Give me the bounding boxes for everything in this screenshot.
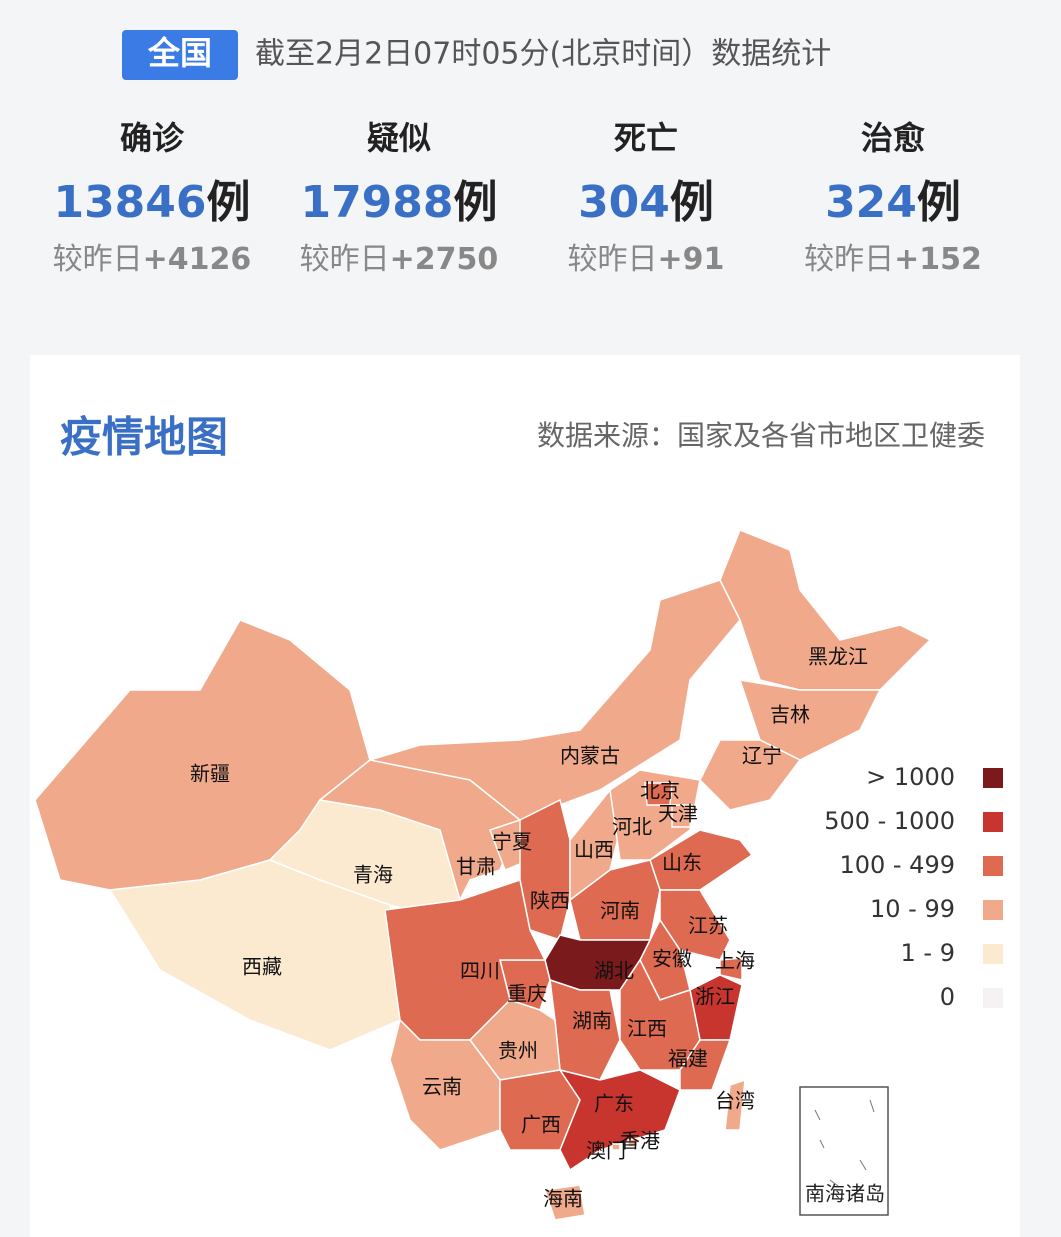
region-label: 上海	[715, 949, 755, 973]
legend-label: 10 - 99	[870, 895, 955, 923]
stat-value: 13846	[53, 177, 206, 228]
region-label: 辽宁	[742, 744, 782, 768]
region	[611, 1143, 621, 1151]
change-prefix: 较昨日	[300, 242, 390, 277]
inset-islands	[814, 1099, 875, 1187]
stat-value: 304	[578, 177, 670, 228]
stat-number: 324例	[825, 177, 961, 228]
change-value: +2750	[390, 242, 499, 277]
badge-text[interactable]: 全国	[147, 34, 212, 72]
region-label: 重庆	[507, 982, 547, 1006]
region-label: 吉林	[770, 703, 810, 727]
region-label: 澳门	[586, 1139, 626, 1163]
region-label: 山东	[662, 851, 702, 875]
map-source: 数据来源：国家及各省市地区卫健委	[537, 419, 985, 452]
region-label: 湖北	[594, 959, 634, 983]
stat-change: 较昨日+2750	[300, 242, 499, 277]
legend-label: 0	[940, 983, 955, 1011]
stat-value: 324	[825, 177, 917, 228]
legend-swatch	[983, 768, 1003, 788]
inset-frame	[799, 1086, 889, 1216]
region-label: 海南	[543, 1187, 583, 1211]
stat-change: 较昨日+91	[568, 242, 725, 277]
region-label: 河北	[612, 815, 652, 839]
change-value: +152	[894, 242, 982, 277]
region	[627, 1137, 639, 1148]
inset-label: 南海诸岛	[805, 1182, 885, 1206]
region-label: 西藏	[242, 955, 282, 979]
change-prefix: 较昨日	[53, 242, 143, 277]
region-label: 台湾	[715, 1089, 755, 1113]
region	[569, 788, 621, 902]
legend-label: 500 - 1000	[824, 807, 955, 835]
region-label: 河南	[600, 899, 640, 923]
stat-label: 疑似	[367, 119, 431, 157]
legend-label: 100 - 499	[839, 851, 955, 879]
stat-unit: 例	[670, 177, 714, 228]
region	[544, 1184, 586, 1221]
badge[interactable]	[122, 30, 238, 80]
stat-number: 304例	[578, 177, 714, 228]
region-label: 甘肃	[456, 855, 496, 879]
stat-label: 死亡	[614, 119, 678, 157]
map-title: 疫情地图	[60, 413, 228, 462]
region	[679, 1039, 732, 1091]
region-label: 江苏	[688, 914, 728, 938]
region-label: 湖南	[572, 1009, 612, 1033]
region-label: 云南	[422, 1075, 462, 1099]
region	[609, 769, 701, 861]
change-prefix: 较昨日	[804, 242, 894, 277]
region-label: 安徽	[652, 947, 692, 971]
change-value: +91	[658, 242, 725, 277]
region-label: 黑龙江	[808, 645, 868, 669]
stat-number: 17988例	[300, 177, 497, 228]
timestamp: 截至2月2日07时05分(北京时间）数据统计	[255, 37, 831, 72]
stat-label: 治愈	[861, 119, 925, 157]
legend-label: 1 - 9	[901, 939, 955, 967]
region-label: 福建	[668, 1047, 708, 1071]
region-label: 山西	[574, 838, 614, 862]
region	[719, 529, 932, 691]
region	[644, 782, 673, 806]
stat-unit: 例	[917, 177, 961, 228]
region-label: 青海	[353, 863, 393, 887]
change-value: +4126	[143, 242, 252, 277]
legend-swatch	[983, 900, 1003, 920]
region-label: 贵州	[498, 1039, 538, 1063]
region-label: 北京	[640, 779, 680, 803]
region	[671, 804, 693, 828]
region-label: 江西	[627, 1017, 667, 1041]
region-label: 香港	[620, 1129, 660, 1153]
region-label: 宁夏	[492, 830, 532, 854]
region-label: 广西	[521, 1113, 561, 1137]
stat-number: 13846例	[53, 177, 250, 228]
legend-swatch	[983, 856, 1003, 876]
legend-swatch	[983, 944, 1003, 964]
region-label: 浙江	[695, 985, 735, 1009]
legend-swatch	[983, 988, 1003, 1008]
stat-unit: 例	[454, 177, 498, 228]
legend-swatch	[983, 812, 1003, 832]
stat-value: 17988	[300, 177, 453, 228]
region-label: 四川	[460, 959, 500, 983]
stat-change: 较昨日+4126	[53, 242, 252, 277]
region-label: 内蒙古	[560, 744, 620, 768]
region-label: 新疆	[190, 762, 230, 786]
legend-label: > 1000	[866, 763, 955, 791]
region-label: 天津	[658, 802, 698, 826]
stats: 确诊13846例较昨日+4126疑似17988例较昨日+2750死亡304例较昨…	[53, 119, 982, 277]
stat-label: 确诊	[120, 119, 185, 157]
region-label: 广东	[594, 1092, 634, 1116]
region-label: 陕西	[530, 889, 570, 913]
legend: > 1000 500 - 1000 100 - 499 10 - 99 1 - 9 0	[824, 763, 1003, 1011]
change-prefix: 较昨日	[568, 242, 658, 277]
stat-change: 较昨日+152	[804, 242, 982, 277]
region	[719, 957, 743, 981]
region	[724, 1078, 746, 1131]
stat-unit: 例	[207, 177, 251, 228]
